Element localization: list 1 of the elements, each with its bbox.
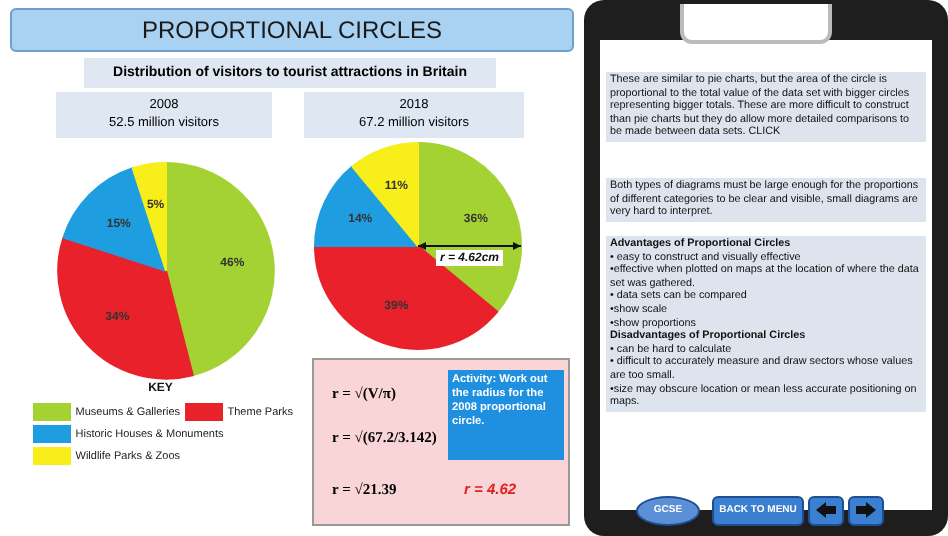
text: PROPORTIONAL CIRCLES (10, 8, 574, 52)
